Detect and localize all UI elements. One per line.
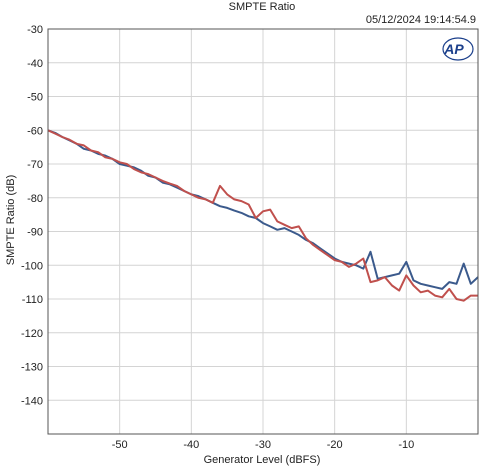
- x-tick-label: -20: [327, 439, 343, 451]
- y-tick-label: -130: [21, 362, 43, 374]
- y-tick-label: -60: [27, 125, 43, 137]
- y-tick-label: -140: [21, 395, 43, 407]
- y-tick-label: -100: [21, 260, 43, 272]
- series-line-1: [47, 129, 479, 290]
- x-tick-labels: -50 -40 -30 -20 -10: [112, 439, 415, 451]
- ap-logo-text: AP: [443, 41, 464, 57]
- series-line-2: [47, 129, 478, 302]
- plot-area-frame: [47, 28, 479, 435]
- y-tick-label: -110: [22, 294, 43, 306]
- ap-logo: AP: [442, 37, 474, 61]
- series-layer: [47, 129, 479, 302]
- y-tick-label: -90: [27, 227, 43, 239]
- x-tick-label: -50: [112, 439, 128, 451]
- x-tick-label: -40: [183, 439, 199, 451]
- timestamp: 05/12/2024 19:14:54.9: [366, 14, 476, 26]
- y-axis-label: SMPTE Ratio (dB): [5, 175, 17, 265]
- y-tick-labels: -30 -40 -50 -60 -70 -80 -90 -100 -110 -120 -130 -14…: [21, 24, 43, 407]
- x-tick-label: -10: [398, 439, 414, 451]
- y-tick-label: -40: [27, 58, 43, 70]
- y-tick-label: -80: [27, 193, 43, 205]
- gridlines: [48, 29, 478, 434]
- ap-logo-badge: [442, 37, 474, 61]
- y-tick-label: -50: [27, 92, 43, 104]
- x-axis-label: Generator Level (dBFS): [204, 454, 321, 466]
- y-tick-label: -30: [27, 24, 43, 36]
- y-tick-label: -120: [21, 328, 43, 340]
- y-tick-label: -70: [27, 159, 43, 171]
- x-tick-label: -30: [255, 439, 271, 451]
- chart-title: SMPTE Ratio: [229, 1, 296, 13]
